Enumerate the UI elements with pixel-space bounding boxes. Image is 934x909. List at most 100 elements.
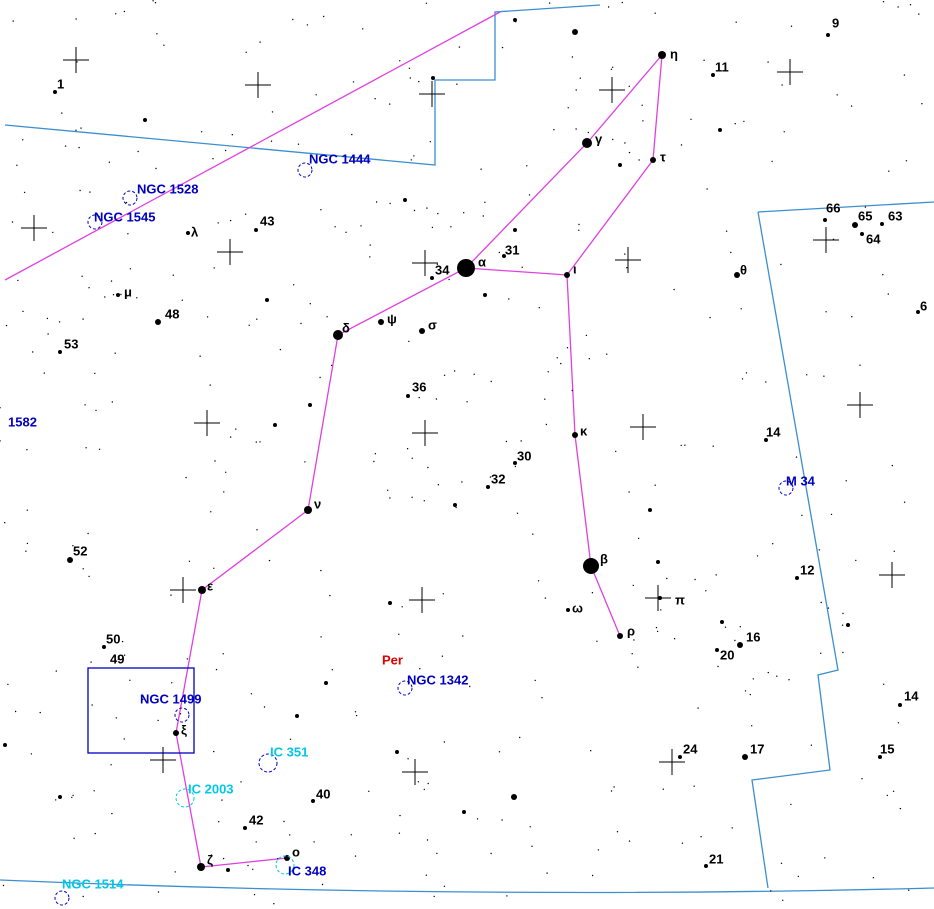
star bbox=[3, 743, 7, 747]
faint-star bbox=[11, 221, 14, 223]
faint-star bbox=[427, 466, 429, 469]
faint-star bbox=[22, 139, 24, 141]
faint-star bbox=[505, 440, 508, 443]
faint-star bbox=[610, 790, 613, 792]
object-symbol bbox=[297, 162, 313, 178]
faint-star bbox=[259, 441, 261, 443]
faint-star bbox=[244, 213, 247, 215]
faint-star bbox=[588, 358, 590, 360]
faint-star bbox=[615, 450, 617, 453]
star bbox=[311, 799, 315, 803]
faint-star bbox=[850, 105, 853, 107]
greek-letter: τ bbox=[660, 149, 666, 164]
faint-star bbox=[566, 347, 569, 349]
faint-star bbox=[637, 666, 639, 668]
faint-star bbox=[740, 308, 742, 310]
faint-star bbox=[375, 201, 378, 203]
faint-star bbox=[91, 704, 93, 706]
faint-star bbox=[224, 149, 227, 152]
faint-star bbox=[660, 609, 662, 611]
star bbox=[650, 157, 656, 163]
greek-letter: σ bbox=[428, 317, 437, 332]
faint-star bbox=[127, 233, 129, 235]
faint-star bbox=[541, 697, 543, 699]
faint-star bbox=[123, 738, 125, 740]
faint-star bbox=[579, 77, 581, 79]
star bbox=[53, 90, 57, 94]
faint-star bbox=[351, 133, 353, 136]
faint-star bbox=[43, 372, 45, 374]
faint-star bbox=[72, 545, 74, 547]
star-number: 1 bbox=[57, 76, 64, 91]
faint-star bbox=[749, 693, 751, 696]
faint-star bbox=[320, 636, 322, 638]
faint-star bbox=[780, 862, 783, 864]
faint-star bbox=[436, 263, 438, 265]
faint-star bbox=[106, 220, 109, 222]
faint-star bbox=[556, 357, 558, 359]
faint-star bbox=[591, 874, 594, 877]
object-label: IC 2003 bbox=[188, 781, 234, 796]
faint-star bbox=[88, 287, 90, 289]
faint-star bbox=[433, 895, 435, 898]
star-number: 15 bbox=[880, 741, 894, 756]
faint-star bbox=[631, 653, 633, 655]
object-symbol bbox=[174, 707, 190, 723]
star bbox=[658, 51, 666, 59]
object-label: 1582 bbox=[8, 414, 37, 429]
faint-star bbox=[616, 831, 619, 833]
greek-letter: ε bbox=[207, 578, 213, 593]
greek-letter: ζ bbox=[207, 852, 213, 867]
faint-star bbox=[418, 80, 420, 83]
faint-star bbox=[628, 151, 631, 154]
faint-star bbox=[179, 713, 182, 715]
faint-star bbox=[482, 215, 484, 217]
faint-star bbox=[89, 191, 91, 193]
faint-star bbox=[638, 159, 640, 161]
faint-star bbox=[501, 819, 503, 821]
faint-star bbox=[836, 94, 838, 96]
faint-star bbox=[82, 895, 84, 898]
faint-star bbox=[553, 129, 555, 131]
faint-star bbox=[368, 790, 370, 792]
faint-star bbox=[436, 852, 438, 855]
faint-star bbox=[181, 299, 183, 301]
faint-star bbox=[431, 226, 434, 229]
faint-star bbox=[334, 226, 336, 228]
faint-star bbox=[909, 3, 912, 6]
faint-star bbox=[693, 785, 695, 787]
faint-star bbox=[410, 159, 412, 161]
object-label: IC 348 bbox=[288, 863, 326, 878]
star bbox=[226, 868, 230, 872]
faint-star bbox=[213, 750, 215, 753]
faint-star bbox=[891, 464, 893, 467]
faint-star bbox=[221, 799, 223, 801]
object-label: M 34 bbox=[786, 473, 816, 488]
faint-star bbox=[399, 814, 401, 817]
faint-star bbox=[782, 899, 784, 901]
faint-star bbox=[469, 685, 471, 688]
faint-star bbox=[297, 143, 300, 145]
faint-star bbox=[331, 669, 333, 671]
faint-star bbox=[108, 161, 111, 163]
faint-star bbox=[899, 807, 902, 810]
star bbox=[826, 33, 830, 37]
faint-star bbox=[587, 131, 589, 134]
faint-star bbox=[231, 134, 233, 136]
star bbox=[656, 560, 660, 564]
star bbox=[715, 648, 719, 652]
star bbox=[58, 795, 62, 799]
star bbox=[648, 508, 652, 512]
faint-star bbox=[610, 68, 613, 71]
faint-star bbox=[903, 74, 906, 76]
faint-star bbox=[75, 18, 77, 20]
faint-star bbox=[76, 61, 78, 63]
faint-star bbox=[374, 98, 376, 100]
faint-star bbox=[571, 389, 573, 392]
faint-star bbox=[461, 481, 463, 483]
star-number: 66 bbox=[826, 200, 840, 215]
greek-letter: π bbox=[675, 592, 685, 607]
faint-star bbox=[320, 209, 322, 211]
